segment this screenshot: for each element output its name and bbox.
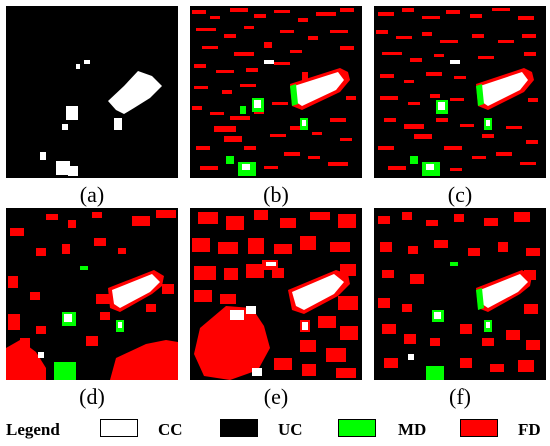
caption-d: (d) <box>79 384 105 409</box>
caption-e: (e) <box>263 384 289 409</box>
legend-label-fd: FD <box>518 420 541 439</box>
change-map-e <box>190 208 362 380</box>
change-map-a <box>6 6 178 178</box>
legend-title: Legend <box>6 420 60 439</box>
legend-swatch-md <box>338 419 376 437</box>
legend-swatch-uc <box>220 419 258 437</box>
legend-swatch-fd <box>460 419 498 437</box>
caption-a: (a) <box>79 182 105 207</box>
legend-label-cc: CC <box>158 420 183 439</box>
change-map-c <box>374 6 546 178</box>
legend-swatch-cc <box>100 419 138 437</box>
caption-b: (b) <box>263 182 289 207</box>
caption-c: (c) <box>447 182 473 207</box>
legend-label-md: MD <box>398 420 427 439</box>
change-map-f <box>374 208 546 380</box>
change-map-b <box>190 6 362 178</box>
change-map-d <box>6 208 178 380</box>
legend-label-uc: UC <box>278 420 303 439</box>
caption-f: (f) <box>449 384 471 409</box>
